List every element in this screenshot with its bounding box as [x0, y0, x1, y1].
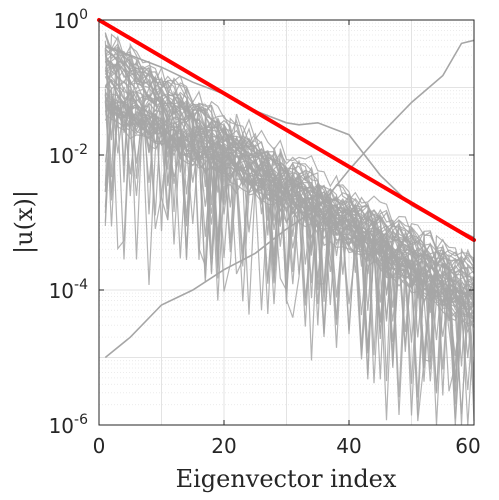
axis-ticks [98, 19, 475, 426]
series-line [104, 92, 475, 317]
series-line [104, 55, 475, 382]
x-tick-label: 40 [336, 434, 361, 458]
series-line [104, 102, 475, 323]
series-line [105, 52, 475, 316]
y-tick-labels: 10-6 10-4 10-2 100 [49, 7, 89, 438]
x-tick-label: 20 [211, 434, 236, 458]
series-line [104, 69, 475, 392]
series-line [104, 49, 475, 356]
plot-frame [98, 19, 475, 426]
series-line [104, 48, 475, 426]
y-tick-label: 10-6 [49, 412, 89, 438]
y-tick-label: 10-2 [49, 142, 88, 168]
x-tick-label: 0 [93, 434, 106, 458]
highlight-line [104, 39, 475, 359]
series-line [104, 69, 475, 416]
series-line [104, 95, 475, 318]
bound-line [97, 18, 476, 243]
series-line [104, 100, 475, 263]
y-axis-label: |u(x)| [10, 190, 39, 254]
x-tick-labels: 0 20 40 60 [93, 434, 481, 458]
x-axis-label: Eigenvector index [176, 465, 397, 493]
y-tick-label: 100 [54, 7, 88, 33]
bound-line-path [97, 18, 476, 243]
series-line [104, 40, 475, 370]
y-tick-label: 10-4 [49, 277, 89, 303]
series-line [104, 89, 475, 322]
series-bundle [104, 32, 475, 426]
x-tick-label: 60 [455, 434, 480, 458]
